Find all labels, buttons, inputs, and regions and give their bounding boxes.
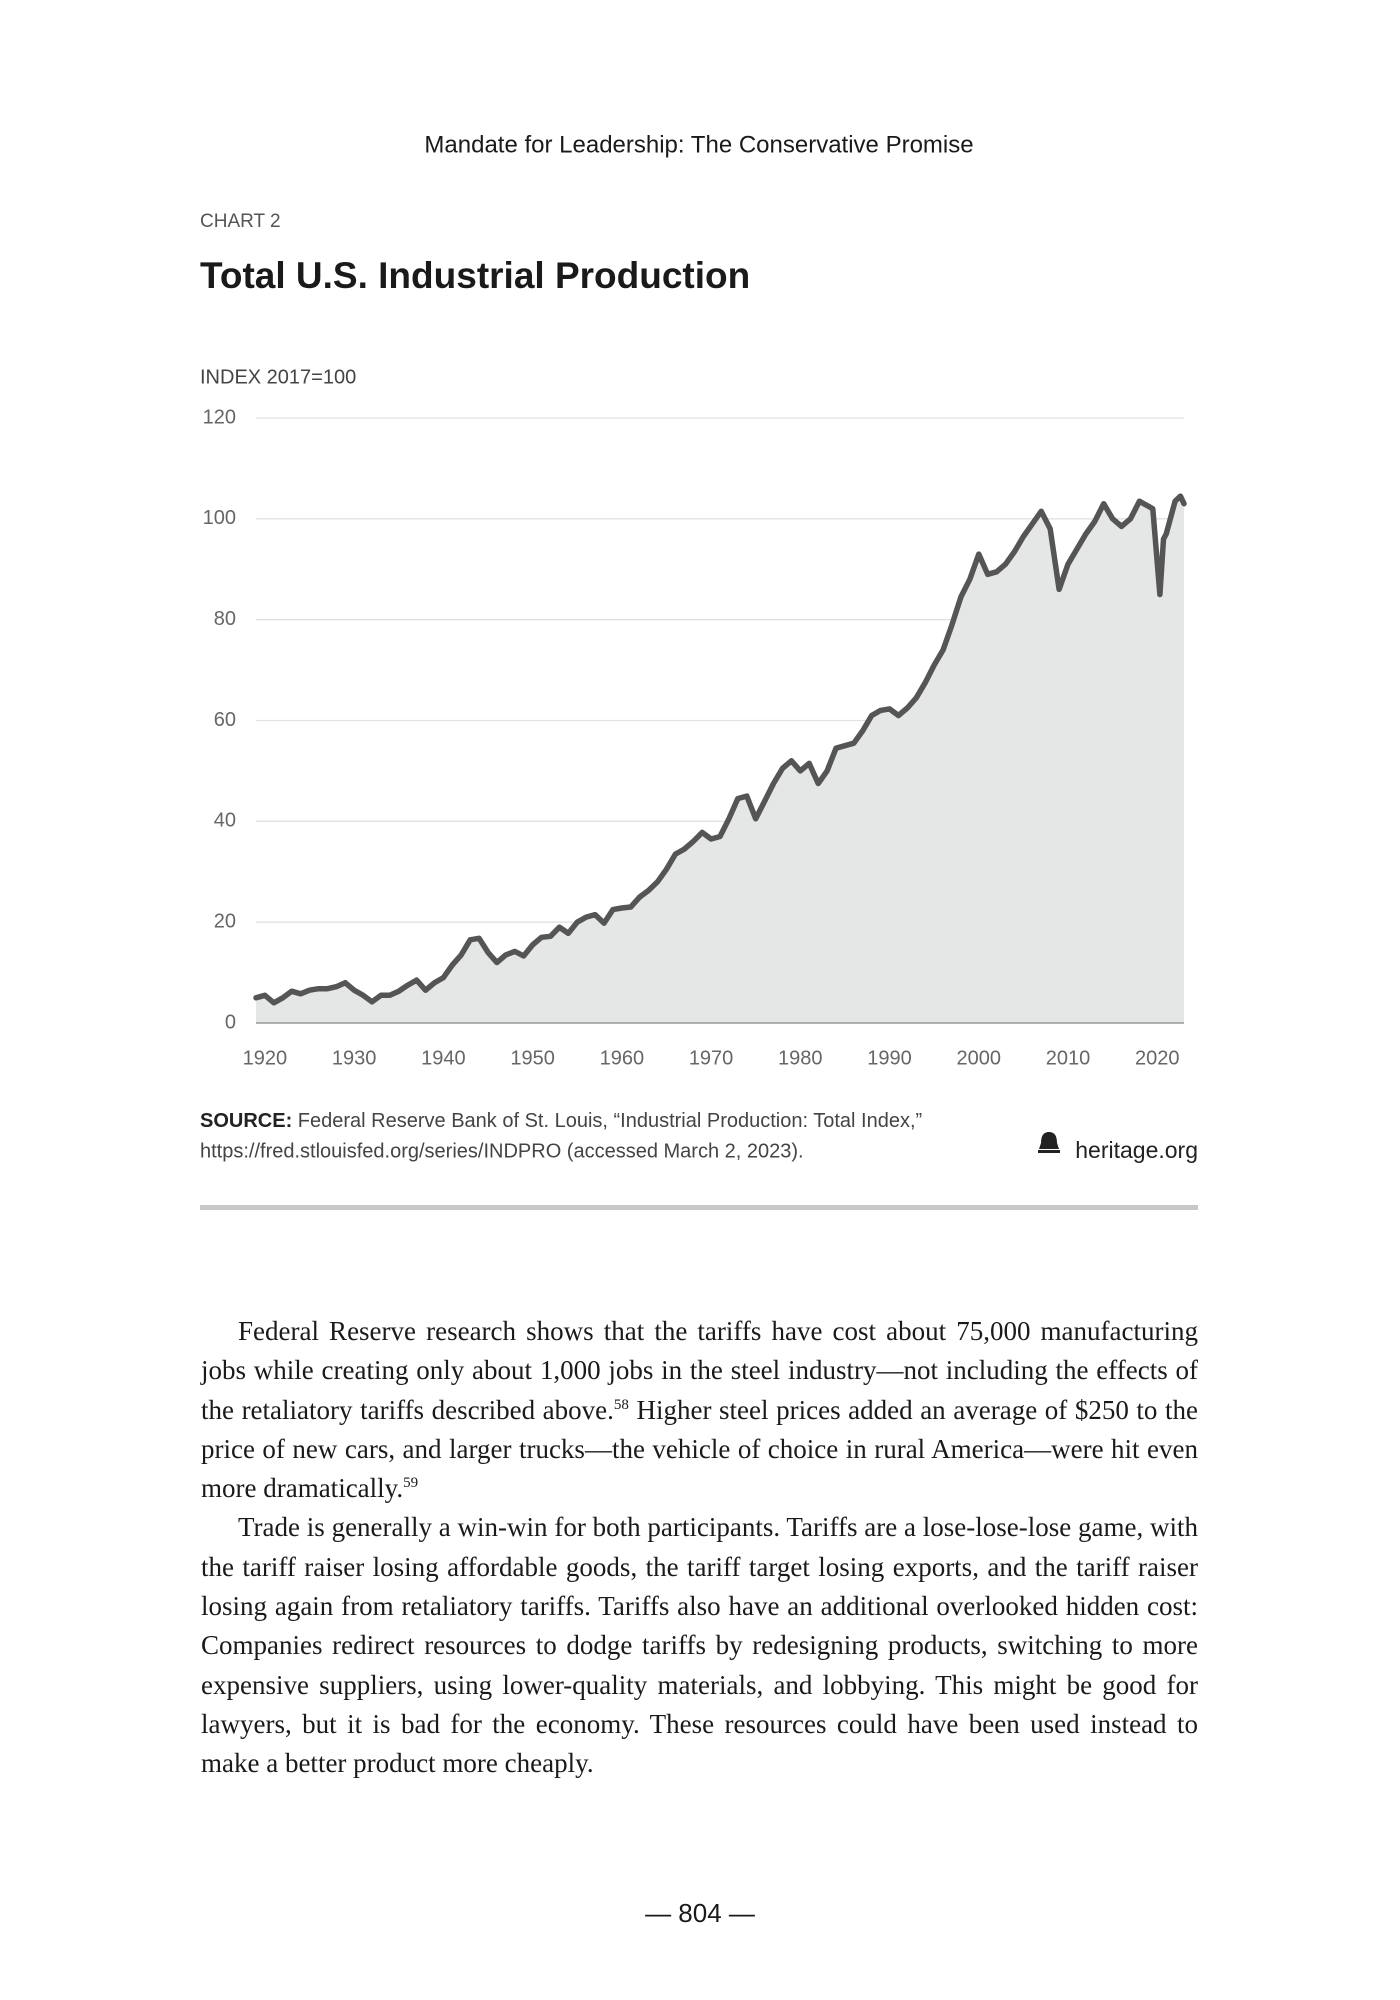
x-tick-label: 1930 [332,1047,377,1069]
source: SOURCE: Federal Reserve Bank of St. Loui… [200,1110,922,1132]
paragraph: Federal Reserve research shows that the … [201,1312,1198,1508]
heritage-icon [1038,1132,1060,1153]
y-tick-label: 60 [214,709,236,731]
x-tick-label: 1990 [867,1047,912,1069]
x-tick-label: 1980 [778,1047,823,1069]
text-run: Trade is generally a win-win for both pa… [201,1512,1198,1779]
x-tick-label: 2010 [1046,1047,1091,1069]
footnote-ref: 59 [403,1475,419,1492]
text-run: Higher steel prices added an average of … [201,1394,1198,1504]
y-tick-label: 40 [214,810,236,832]
footnote-ref: 58 [613,1396,629,1413]
chart-figure: Mandate for Leadership: The Conservative… [200,131,1198,1210]
x-tick-label: 1960 [600,1047,645,1069]
y-tick-label: 100 [203,507,236,529]
series-line [253,493,1187,1006]
x-tick-label: 1950 [510,1047,555,1069]
chart-title: Total U.S. Industrial Production [200,255,750,296]
chart-label: CHART 2 [200,211,281,232]
y-tick-label: 120 [203,406,236,428]
y-tick-label: 80 [214,608,236,630]
x-tick-label: 1920 [243,1047,288,1069]
running-header: Mandate for Leadership: The Conservative… [424,131,973,158]
source-text: https://fred.stlouisfed.org/series/INDPR… [200,1140,804,1162]
x-tick-label: 1940 [421,1047,466,1069]
credit: heritage.org [1075,1137,1198,1163]
x-tick-label: 2000 [957,1047,1002,1069]
divider [200,1205,1198,1210]
body-text: Federal Reserve research shows that the … [201,1312,1198,1784]
area-fill [256,496,1184,1024]
text-run: Federal Reserve research shows that the … [201,1316,1198,1425]
source-label: SOURCE: [200,1110,292,1132]
source-text: Federal Reserve Bank of St. Louis, “Indu… [292,1110,922,1132]
paragraph: Trade is generally a win-win for both pa… [201,1508,1198,1783]
y-tick-label: 20 [214,910,236,932]
x-tick-label: 1970 [689,1047,734,1069]
y-tick-label: 0 [225,1011,236,1033]
y-axis-title: INDEX 2017=100 [200,366,356,388]
x-tick-label: 2020 [1135,1047,1180,1069]
page-number: — 804 — [645,1898,755,1928]
